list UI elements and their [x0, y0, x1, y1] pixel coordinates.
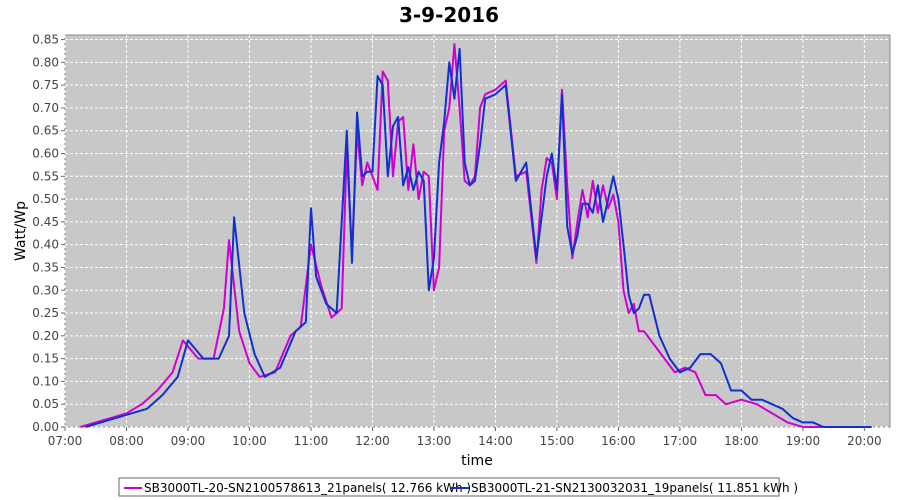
x-tick-label: 20:00	[847, 434, 882, 448]
x-tick-label: 12:00	[355, 434, 390, 448]
legend: SB3000TL-20-SN2100578613_21panels( 12.76…	[118, 477, 798, 497]
y-axis-label: Watt/Wp	[13, 201, 29, 261]
y-axis-ticks: 0.00 0.05 0.10 0.15 0.20 0.25 0.30 0.35 0.40 0.45…	[32, 33, 65, 434]
legend-entry-1: SB3000TL-20-SN2100578613_21panels( 12.76…	[144, 481, 471, 495]
y-tick-label: 0.20	[32, 329, 59, 343]
y-tick-label: 0.55	[32, 169, 59, 183]
y-tick-label: 0.70	[32, 101, 59, 115]
y-tick-label: 0.15	[32, 352, 59, 366]
x-tick-label: 14:00	[478, 434, 513, 448]
series-line-2	[85, 47, 872, 428]
x-tick-label: 11:00	[294, 434, 329, 448]
x-tick-label: 13:00	[417, 434, 452, 448]
plot-area	[64, 34, 891, 428]
x-tick-label: 09:00	[171, 434, 206, 448]
x-tick-label: 15:00	[540, 434, 575, 448]
x-axis-label: time	[461, 453, 493, 469]
y-tick-label: 0.80	[32, 55, 59, 69]
x-tick-label: 08:00	[109, 434, 144, 448]
legend-entry-2: SB3000TL-21-SN2130032031_19panels( 11.85…	[471, 481, 798, 495]
y-tick-label: 0.00	[32, 420, 59, 434]
y-tick-label: 0.45	[32, 215, 59, 229]
x-tick-label: 07:00	[48, 434, 83, 448]
x-tick-label: 19:00	[786, 434, 821, 448]
y-tick-label: 0.35	[32, 260, 59, 274]
y-tick-label: 0.30	[32, 283, 59, 297]
series-group	[80, 43, 872, 428]
y-tick-label: 0.10	[32, 374, 59, 388]
y-tick-label: 0.05	[32, 397, 59, 411]
y-tick-label: 0.85	[32, 33, 59, 47]
x-tick-label: 16:00	[601, 434, 636, 448]
x-tick-label: 10:00	[232, 434, 267, 448]
chart-title: 3-9-2016	[399, 3, 499, 27]
x-axis-ticks: 07:00 08:00 09:00 10:00 11:00 12:00 13:00 14:00…	[48, 427, 882, 448]
x-tick-label: 17:00	[663, 434, 698, 448]
y-tick-label: 0.75	[32, 78, 59, 92]
y-tick-label: 0.65	[32, 124, 59, 138]
legend-box	[118, 477, 780, 497]
y-tick-label: 0.40	[32, 238, 59, 252]
grid	[64, 35, 890, 428]
y-tick-label: 0.50	[32, 192, 59, 206]
y-tick-label: 0.25	[32, 306, 59, 320]
x-tick-label: 18:00	[724, 434, 759, 448]
y-tick-label: 0.60	[32, 147, 59, 161]
